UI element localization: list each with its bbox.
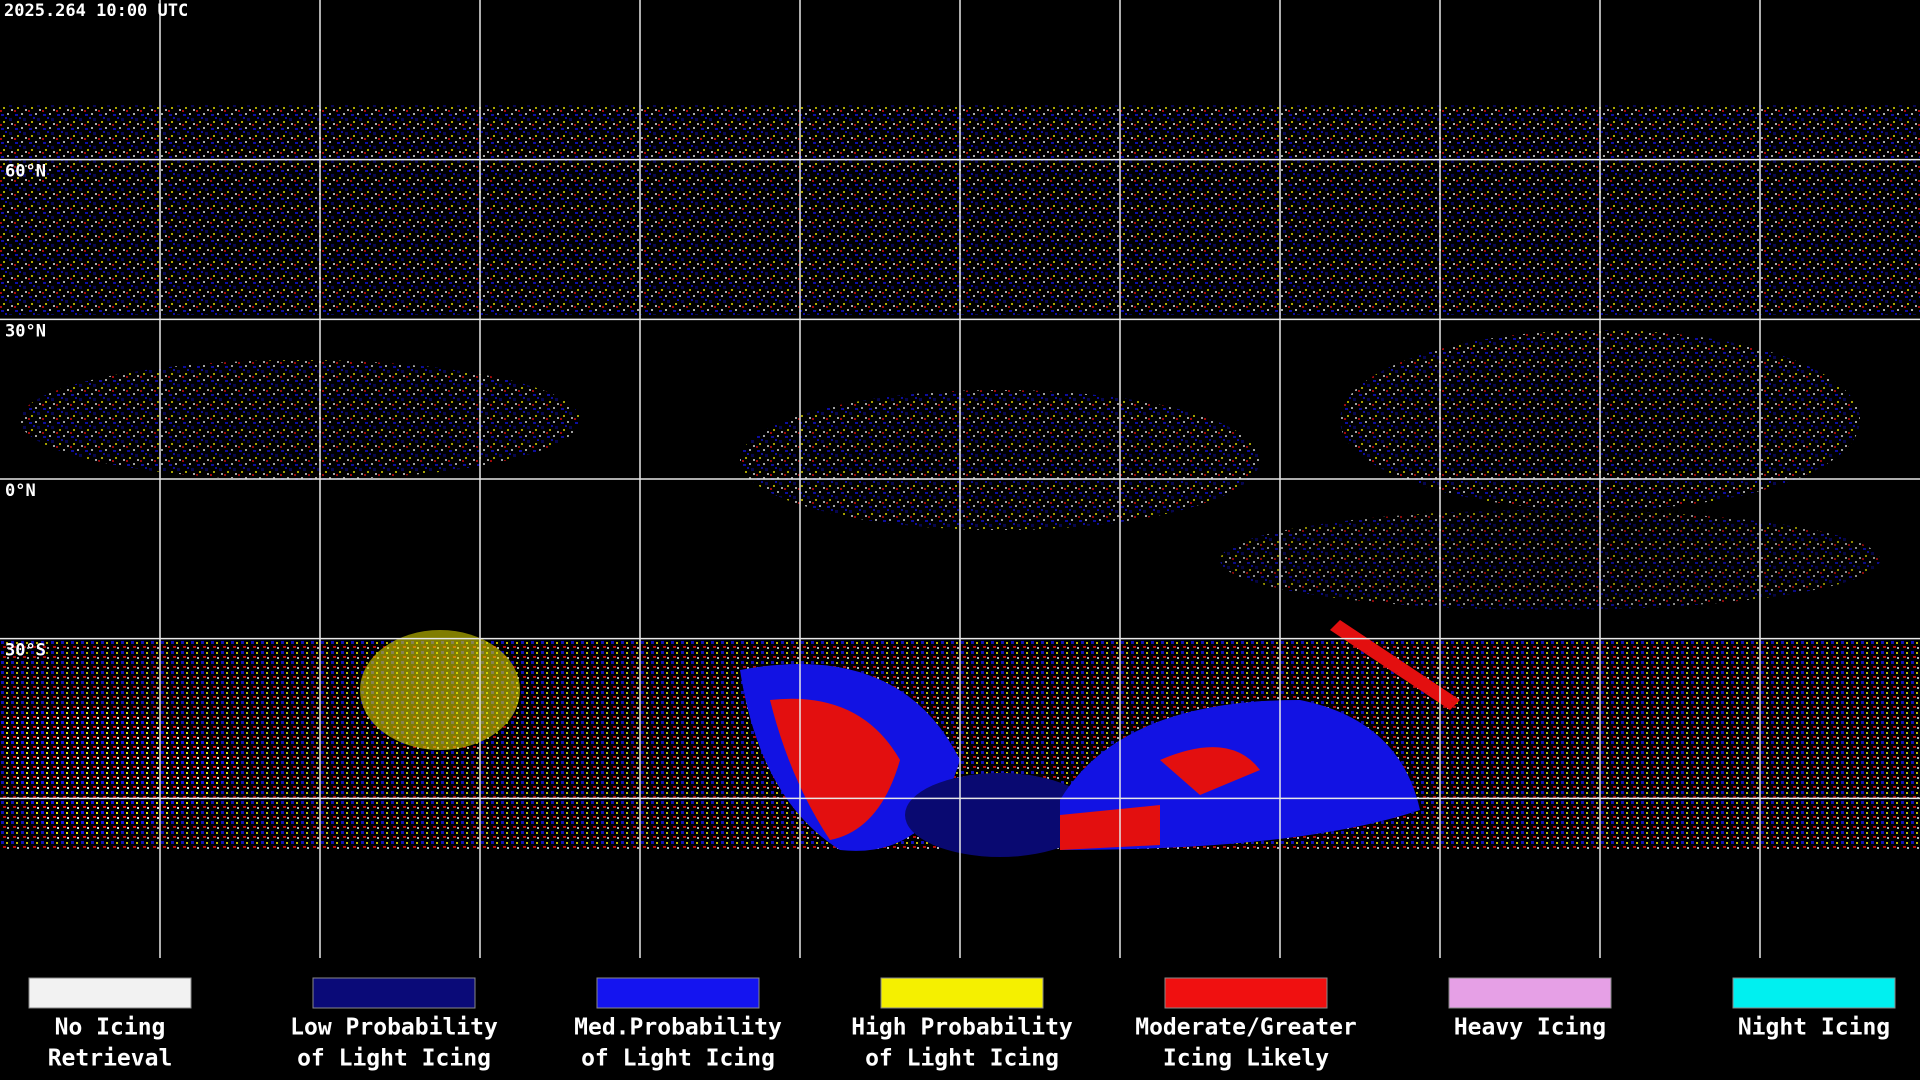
legend-label: Heavy Icing xyxy=(1454,1015,1606,1041)
latitude-label: 60°N xyxy=(5,162,46,182)
icing-patch xyxy=(20,360,580,480)
legend-swatch xyxy=(880,977,1044,1009)
legend-swatch xyxy=(1448,977,1612,1009)
icing-patch xyxy=(1220,510,1880,610)
storm-low xyxy=(905,773,1095,857)
legend-label: Retrieval xyxy=(48,1046,173,1072)
legend-swatch xyxy=(28,977,192,1009)
icing-patch-high xyxy=(360,630,520,750)
legend-label: Night Icing xyxy=(1738,1015,1890,1041)
timestamp: 2025.264 10:00 UTC xyxy=(4,1,188,21)
legend-label: Moderate/Greater xyxy=(1135,1015,1357,1041)
latitude-label: 30°S xyxy=(5,641,46,661)
legend-swatch xyxy=(1164,977,1328,1009)
icing-patch xyxy=(0,706,240,840)
legend-label: of Light Icing xyxy=(297,1046,491,1072)
map: 2025.264 10:00 UTC 60°N 30°N 0°N 30°S xyxy=(0,0,1920,958)
legend-label: High Probability xyxy=(851,1015,1073,1041)
icing-patch xyxy=(740,390,1260,530)
icing-patch-moderate xyxy=(1330,620,1460,710)
legend-swatch xyxy=(596,977,760,1009)
legend-label: Icing Likely xyxy=(1163,1046,1329,1072)
legend: No Icing Retrieval Low Probability of Light… xyxy=(28,977,1896,1072)
storm-moderate xyxy=(770,698,900,840)
legend-swatch xyxy=(1732,977,1896,1009)
legend-label: of Light Icing xyxy=(581,1046,775,1072)
legend-label: Low Probability xyxy=(290,1015,498,1041)
icing-patch-moderate xyxy=(1160,747,1260,795)
legend-label: Med.Probability xyxy=(574,1015,782,1041)
icing-patch-moderate xyxy=(1060,805,1160,850)
graticule xyxy=(0,0,1920,958)
legend-swatch xyxy=(312,977,476,1009)
legend-label: of Light Icing xyxy=(865,1046,1059,1072)
legend-label: No Icing xyxy=(55,1015,166,1041)
latitude-label: 30°N xyxy=(5,321,46,341)
latitude-label: 0°N xyxy=(5,481,36,501)
